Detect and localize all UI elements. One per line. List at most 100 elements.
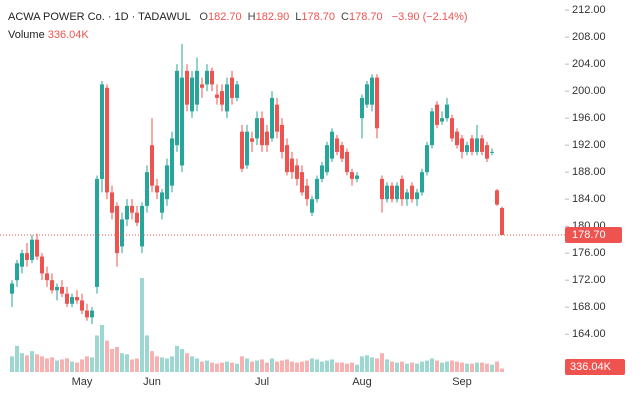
volume-bar (190, 356, 194, 372)
volume-title: Volume (8, 29, 45, 41)
candle-body (20, 253, 24, 267)
volume-tag-label: 336.04K (570, 361, 612, 373)
ohlc-label: H (247, 11, 256, 23)
y-tick-label: 172.00 (572, 274, 606, 286)
volume-bar (435, 360, 439, 372)
candle-body (450, 118, 454, 139)
last-price-tag (565, 226, 622, 243)
ohlc-value: 182.70 (207, 11, 242, 23)
volume-bar (195, 358, 199, 372)
volume-tag (565, 359, 625, 375)
y-tick-label: 176.00 (572, 247, 606, 259)
candle-body (25, 253, 29, 260)
candle-body (110, 192, 114, 213)
legend: ACWA POWER Co. · 1D · TADAWUL O182.70 H18… (8, 8, 468, 44)
candle-body (250, 138, 254, 142)
candle-body (405, 192, 409, 200)
volume-bar (320, 361, 324, 372)
volume-bar (20, 353, 24, 372)
candle-body (440, 118, 444, 122)
candle-body (455, 131, 459, 146)
candle-body (295, 165, 299, 179)
y-tick-label: 164.00 (572, 328, 606, 340)
candle-body (360, 97, 364, 119)
volume-bar (385, 359, 389, 372)
candle-body (85, 310, 89, 318)
y-tick-label: 204.00 (572, 58, 606, 70)
volume-bar (265, 362, 269, 372)
candle-body (435, 104, 439, 125)
volume-bar (55, 360, 59, 372)
candle-body (270, 97, 274, 139)
candle-body (190, 77, 194, 112)
volume-bar (485, 363, 489, 372)
volume-bar (355, 364, 359, 372)
candle-body (55, 286, 59, 291)
volume-bar (500, 368, 504, 372)
candle-body (470, 138, 474, 152)
candle-body (175, 70, 179, 146)
candle-body (95, 178, 99, 287)
candle-body (330, 131, 334, 159)
volume-bar (325, 360, 329, 372)
volume-bar (405, 363, 409, 372)
volume-bar (305, 360, 309, 372)
candle-body (160, 192, 164, 213)
candle-body (15, 263, 19, 281)
candle-body (305, 185, 309, 200)
candle-body (335, 138, 339, 152)
volume-bar (130, 359, 134, 372)
candle-body (105, 87, 109, 193)
volume-bar (335, 362, 339, 372)
candle-body (290, 158, 294, 173)
candle-body (50, 280, 54, 291)
volume-bar (295, 362, 299, 372)
volume-bar (45, 358, 49, 372)
volume-bar (170, 356, 174, 372)
candle-body (350, 172, 354, 179)
x-tick-label: May (72, 376, 93, 388)
volume-bar (250, 361, 254, 372)
volume-bar (330, 359, 334, 372)
volume-bar (465, 363, 469, 372)
y-tick-label: 188.00 (572, 166, 606, 178)
volume-bar (285, 359, 289, 372)
x-tick-label: Jul (255, 376, 269, 388)
volume-bar (370, 357, 374, 372)
volume-bar (120, 353, 124, 372)
last-price-label: 178.70 (572, 229, 606, 241)
volume-bar (260, 359, 264, 372)
candle-body (500, 207, 504, 235)
volume-bar (105, 340, 109, 372)
candle-body (65, 293, 69, 304)
candle-body (430, 111, 434, 146)
volume-bar (345, 363, 349, 372)
ohlc-value: 178.70 (301, 11, 336, 23)
volume-bar (115, 346, 119, 372)
volume-bar (25, 355, 29, 372)
volume-bar (230, 362, 234, 372)
candle-body (135, 212, 139, 223)
candle-body (70, 297, 74, 304)
volume-bar (155, 356, 159, 372)
candle-body (460, 138, 464, 152)
volume-bar (475, 362, 479, 372)
candle-body (180, 77, 184, 166)
candle-body (125, 205, 129, 220)
candle-body (400, 178, 404, 200)
candle-body (45, 273, 49, 281)
candle-body (245, 131, 249, 166)
candle-body (490, 151, 494, 153)
volume-bar (85, 356, 89, 372)
volume-bar (50, 357, 54, 372)
volume-value: 336.04K (47, 29, 89, 41)
volume-bar (415, 363, 419, 372)
volume-bar (185, 353, 189, 372)
volume-bar (100, 325, 104, 372)
volume-bar (160, 357, 164, 372)
volume-bar (65, 358, 69, 372)
volume-bar (145, 335, 149, 372)
volume-bar (200, 361, 204, 372)
candle-body (240, 131, 244, 169)
candle-body (75, 297, 79, 301)
